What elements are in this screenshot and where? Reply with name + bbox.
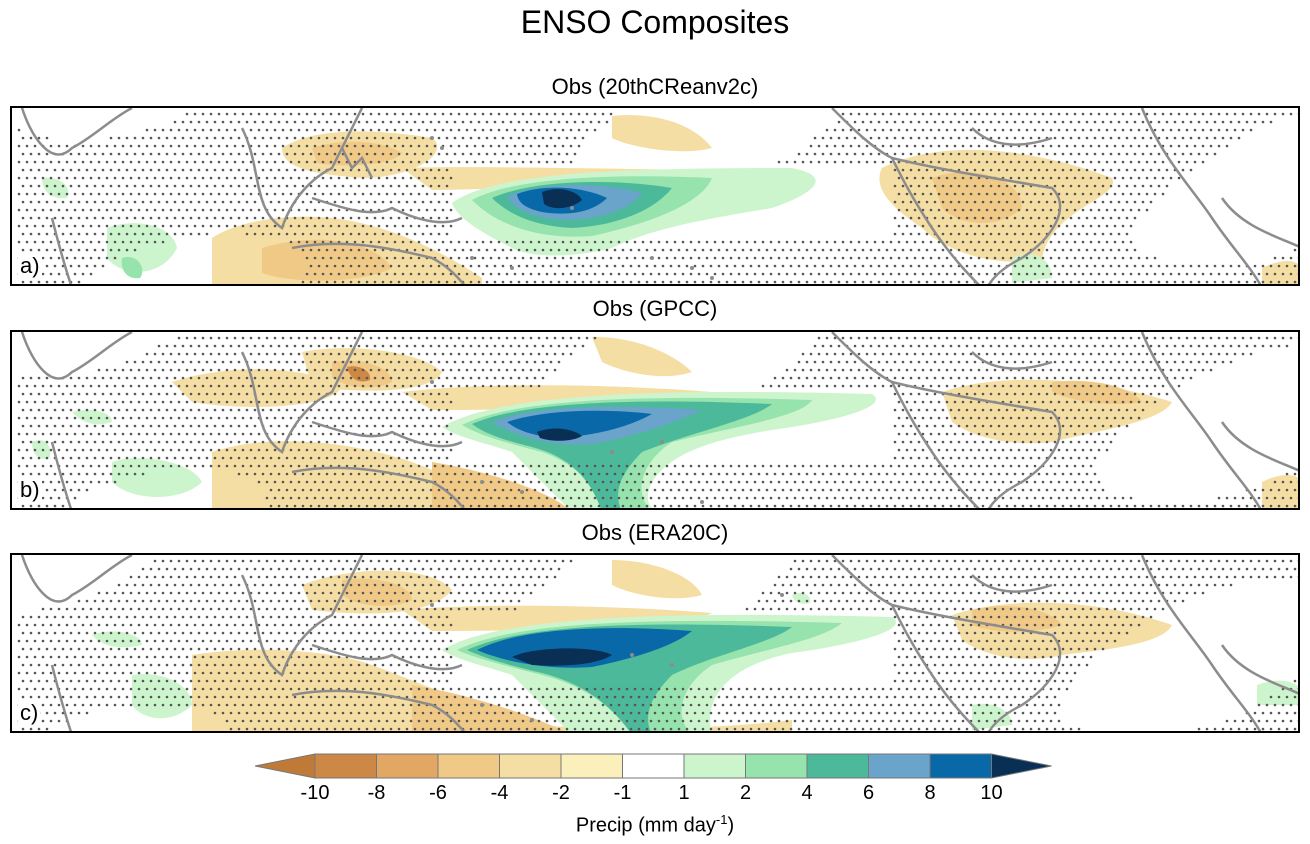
map-panel-c-plot	[17, 555, 1298, 731]
map-panel-a-plot	[17, 108, 1298, 284]
colorbar-tick-label: 1	[678, 782, 690, 804]
coastlines	[20, 555, 1298, 731]
colorbar-tick-label: 8	[924, 782, 936, 804]
colorbar-box	[806, 753, 869, 779]
colorbar-box	[560, 753, 623, 779]
panel-a-title: Obs (20thCReanv2c)	[551, 74, 759, 99]
panel-c-label: c)	[18, 700, 41, 725]
colorbar-tick-label: 4	[801, 782, 813, 804]
colorbar-caption-exponent: -1	[715, 812, 728, 827]
colorbar-box	[376, 753, 439, 779]
colorbar-caption: Precip (mm day-1)	[0, 812, 1310, 838]
colorbar-caption-main: Precip (mm day	[575, 814, 716, 837]
colorbar	[255, 753, 1052, 779]
colorbar-box	[499, 753, 562, 779]
colorbar-tick-label: -6	[429, 782, 447, 804]
island-dots	[430, 136, 714, 280]
island-dots	[430, 593, 784, 722]
colorbar-box	[622, 753, 685, 779]
colorbar-box	[437, 753, 500, 779]
panel-b-title: Obs (GPCC)	[592, 296, 718, 321]
map-panel-b-plot	[17, 332, 1298, 508]
colorbar-tick-label: 6	[862, 782, 875, 804]
colorbar-box	[929, 753, 992, 779]
significance-stipple	[17, 336, 1298, 508]
colorbar-caption-end: )	[727, 814, 735, 837]
map-panel-a: a)	[10, 106, 1300, 286]
colorbar-box	[683, 753, 746, 779]
panel-b-label: b)	[18, 477, 42, 502]
map-panel-c: c)	[10, 553, 1300, 733]
colorbar-box	[868, 753, 931, 779]
colorbar-tick-label: -4	[490, 782, 509, 804]
colorbar-tick-label: -2	[552, 782, 570, 804]
coastlines	[20, 332, 1298, 508]
colorbar-high-triangle	[991, 753, 1052, 779]
map-panel-b: b)	[10, 330, 1300, 510]
colorbar-box	[314, 753, 377, 779]
colorbar-tick-label: -8	[367, 782, 386, 804]
colorbar-tick-label: 2	[739, 782, 752, 804]
colorbar-box	[745, 753, 808, 779]
coastlines	[20, 108, 1298, 284]
panel-c-title: Obs (ERA20C)	[581, 520, 729, 545]
panel-a-label: a)	[18, 253, 42, 278]
precip-anomaly-fills	[42, 115, 1298, 284]
colorbar-tick-label: -10	[300, 782, 330, 804]
colorbar-low-triangle	[255, 753, 316, 779]
island-dots	[430, 380, 704, 504]
colorbar-tick-label: 10	[980, 782, 1003, 804]
significance-stipple	[17, 559, 1298, 731]
significance-stipple	[17, 112, 1298, 284]
figure-title: ENSO Composites	[520, 4, 790, 40]
precip-anomaly-fills	[92, 560, 1298, 731]
colorbar-tick-label: -1	[613, 782, 632, 804]
